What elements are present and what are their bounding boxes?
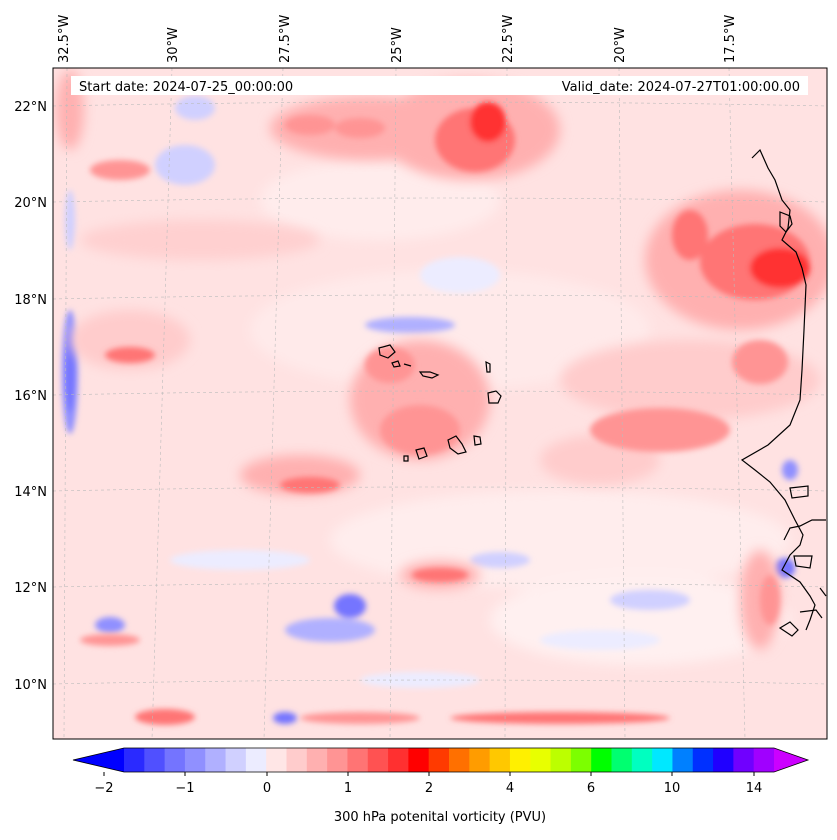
pv-field: Start date: 2024-07-25_00:00:00 Valid_da…: [53, 68, 827, 739]
lat-label-10n: 10°N: [14, 678, 47, 693]
colorbar-extend-left: [73, 748, 124, 772]
colorbar-outline: [72, 747, 810, 773]
cb-tick-label: −2: [94, 781, 113, 796]
colorbar-cell: [733, 748, 755, 772]
header-box: [71, 76, 808, 95]
lon-label-17-5w: 17.5°W: [723, 15, 738, 63]
colorbar-label: 300 hPa potenital vorticity (PVU): [334, 810, 546, 825]
colorbar-cell: [753, 748, 775, 772]
cb-tick-label: −1: [175, 781, 194, 796]
colorbar-cell: [286, 748, 308, 772]
colorbar-cell: [367, 748, 389, 772]
cb-tick-label: 14: [746, 781, 763, 796]
colorbar-cell: [327, 748, 348, 772]
colorbar-cell: [489, 748, 511, 772]
lat-label-16n: 16°N: [14, 389, 47, 404]
colorbar-cell: [550, 748, 572, 772]
colorbar-cell: [388, 748, 409, 772]
cb-tick-label: 4: [506, 781, 514, 796]
lat-label-12n: 12°N: [14, 581, 47, 596]
colorbar-cell: [205, 748, 227, 772]
lon-label-22-5w: 22.5°W: [501, 15, 516, 63]
colorbar-cell: [509, 748, 531, 772]
gridlines: [53, 68, 827, 739]
colorbar-cell: [631, 748, 653, 772]
colorbar-cell: [692, 748, 714, 772]
cb-tick-label: 6: [587, 781, 595, 796]
colorbar-cells: [124, 748, 775, 772]
coastline: [378, 148, 827, 637]
colorbar: −2 −1 0 1 2 4 6 10 14 300 hPa potenital …: [72, 747, 810, 825]
colorbar-cell: [225, 748, 247, 772]
latitude-labels: 22°N 20°N 18°N 16°N 14°N 12°N 10°N: [14, 100, 47, 693]
cb-tick-label: 10: [664, 781, 681, 796]
colorbar-cell: [469, 748, 491, 772]
lon-label-20w: 20°W: [613, 27, 628, 63]
valid-date-text: Valid_date: 2024-07-27T01:00:00.00: [562, 80, 800, 95]
lat-label-18n: 18°N: [14, 293, 47, 308]
lon-label-32-5w: 32.5°W: [57, 15, 72, 63]
colorbar-cell: [144, 748, 166, 772]
colorbar-ticks: [103, 772, 755, 776]
colorbar-cell: [449, 748, 470, 772]
colorbar-cell: [570, 748, 592, 772]
lon-label-30w: 30°W: [166, 27, 181, 63]
colorbar-cell: [124, 748, 145, 772]
cb-tick-label: 2: [425, 781, 433, 796]
colorbar-extend-right: [774, 748, 808, 772]
colorbar-cell: [591, 748, 612, 772]
colorbar-cell: [245, 748, 267, 772]
colorbar-cell: [184, 748, 206, 772]
longitude-labels: 32.5°W 30°W 27.5°W 25°W 22.5°W 20°W 17.5…: [57, 15, 738, 63]
colorbar-cell: [164, 748, 186, 772]
colorbar-cell: [652, 748, 673, 772]
start-date-text: Start date: 2024-07-25_00:00:00: [79, 80, 293, 95]
lat-label-20n: 20°N: [14, 196, 47, 211]
colorbar-cell: [672, 748, 694, 772]
colorbar-cell: [266, 748, 287, 772]
cb-tick-label: 0: [263, 781, 271, 796]
colorbar-cell: [713, 748, 734, 772]
colorbar-cell: [306, 748, 328, 772]
colorbar-cell: [347, 748, 369, 772]
colorbar-tick-labels: −2 −1 0 1 2 4 6 10 14: [94, 781, 762, 796]
cb-tick-label: 1: [344, 781, 352, 796]
colorbar-cell: [428, 748, 450, 772]
lon-label-27-5w: 27.5°W: [278, 15, 293, 63]
colorbar-cell: [530, 748, 552, 772]
lat-label-22n: 22°N: [14, 100, 47, 115]
colorbar-cell: [611, 748, 633, 772]
colorbar-cell: [408, 748, 430, 772]
lon-label-25w: 25°W: [390, 27, 405, 63]
map-frame: [52, 67, 828, 740]
lat-label-14n: 14°N: [14, 485, 47, 500]
